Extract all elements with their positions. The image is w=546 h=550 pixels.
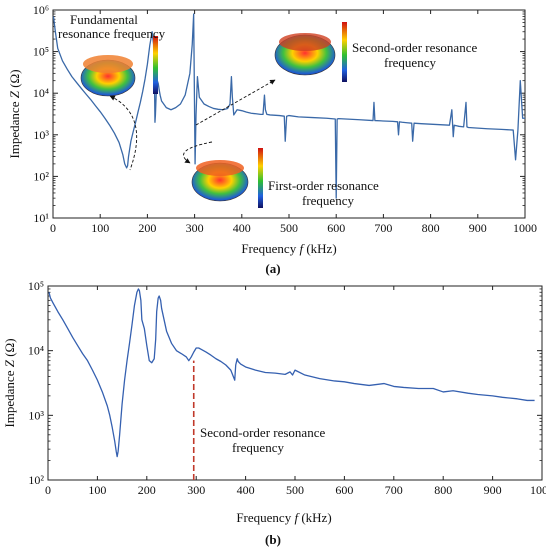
x-tick-label: 1000 xyxy=(530,483,546,497)
y-tick-label: 10⁴ xyxy=(33,86,49,100)
x-tick-label: 1000 xyxy=(513,221,537,235)
y-tick-label: 10⁴ xyxy=(28,344,44,358)
x-tick-label: 700 xyxy=(374,221,392,235)
y-tick-label: 10¹ xyxy=(33,211,49,225)
x-tick-label: 0 xyxy=(50,221,56,235)
arrow-first-order xyxy=(183,141,213,164)
y-tick-label: 10² xyxy=(33,169,49,183)
inset-second-order-mode xyxy=(274,22,347,82)
annotation-second-order-b: Second-order resonance frequency xyxy=(200,425,329,455)
y-axis-label-a: Impedance Z (Ω) xyxy=(7,69,22,158)
inset-first-order-mode xyxy=(191,148,263,208)
x-tick-label: 900 xyxy=(484,483,502,497)
x-tick-label: 800 xyxy=(434,483,452,497)
x-tick-label: 500 xyxy=(280,221,298,235)
annotation-first-order: First-order resonance frequency xyxy=(268,178,382,208)
y-tick-label: 10³ xyxy=(28,408,44,422)
x-tick-label: 700 xyxy=(385,483,403,497)
series-line-a xyxy=(52,13,525,199)
annotation-fundamental: Fundamental resonance frequency xyxy=(58,12,166,41)
x-tick-label: 100 xyxy=(88,483,106,497)
x-tick-label: 300 xyxy=(186,221,204,235)
series-line-b xyxy=(48,288,535,458)
panel-b: 0 100 200 300 400 500 600 700 800 900 1000 10² 10³ 10… xyxy=(2,279,546,547)
x-tick-label: 400 xyxy=(233,221,251,235)
plot-frame-b xyxy=(47,285,543,481)
x-tick-label: 500 xyxy=(286,483,304,497)
inset-fundamental-mode xyxy=(80,36,158,97)
x-tick-label: 800 xyxy=(422,221,440,235)
annotation-second-order: Second-order resonance frequency xyxy=(352,40,481,70)
arrow-second-order xyxy=(195,79,276,126)
x-tick-label: 900 xyxy=(469,221,487,235)
ticks-a: 0 100 200 300 400 500 600 700 800 900 1000 10¹ 10² 10… xyxy=(33,3,537,235)
y-tick-label: 10³ xyxy=(33,128,49,142)
panel-a: 0 100 200 300 400 500 600 700 800 900 1000 10¹ 10² 10… xyxy=(7,3,537,276)
x-tick-label: 600 xyxy=(327,221,345,235)
x-axis-label-a: Frequency f (kHz) xyxy=(241,241,336,256)
y-tick-label: 10⁵ xyxy=(33,45,49,59)
y-tick-label: 10² xyxy=(28,473,44,487)
y-axis-label-b: Impedance Z (Ω) xyxy=(2,338,17,427)
marks-a xyxy=(52,13,525,199)
panel-label-a: (a) xyxy=(265,261,280,276)
x-tick-label: 200 xyxy=(138,221,156,235)
x-tick-label: 100 xyxy=(91,221,109,235)
x-tick-label: 0 xyxy=(45,483,51,497)
ticks-b: 0 100 200 300 400 500 600 700 800 900 1000 10² 10³ 10… xyxy=(28,279,546,497)
x-axis-label-b: Frequency f (kHz) xyxy=(236,510,331,525)
x-tick-label: 200 xyxy=(138,483,156,497)
x-tick-label: 400 xyxy=(237,483,255,497)
marks-b xyxy=(48,288,535,480)
y-tick-label: 10⁵ xyxy=(28,279,44,293)
panel-label-b: (b) xyxy=(265,532,281,547)
x-tick-label: 600 xyxy=(335,483,353,497)
x-tick-label: 300 xyxy=(187,483,205,497)
y-tick-label: 10⁶ xyxy=(33,3,49,17)
